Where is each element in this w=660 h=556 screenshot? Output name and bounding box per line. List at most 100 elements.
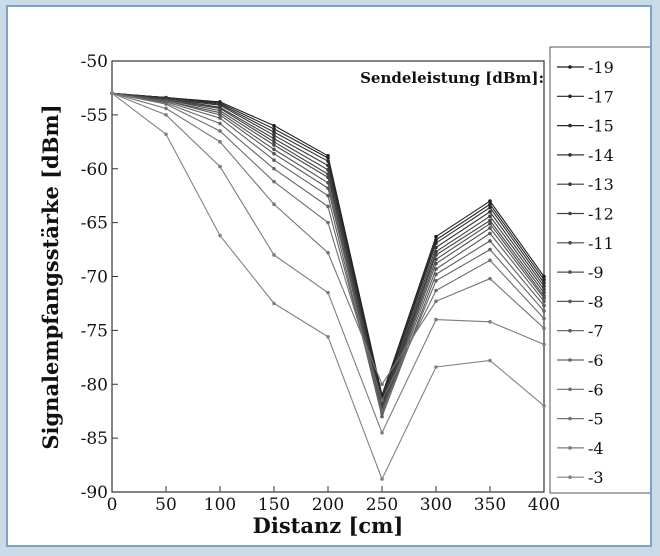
data-point [218, 140, 222, 144]
data-point [326, 193, 330, 198]
data-point [542, 309, 546, 313]
legend-label: -6 [588, 380, 604, 399]
data-point [488, 276, 492, 281]
data-point [164, 106, 168, 111]
legend-marker [568, 475, 572, 480]
x-tick-label: 350 [474, 495, 506, 515]
data-point [488, 221, 492, 226]
legend-label: -17 [588, 87, 614, 106]
x-tick-label: 200 [312, 495, 344, 515]
legend-label: -9 [588, 263, 604, 282]
legend-label: -19 [588, 58, 614, 77]
data-point [272, 151, 276, 156]
data-point [326, 175, 330, 180]
data-point [434, 234, 438, 239]
legend-marker [568, 328, 572, 333]
data-point [488, 199, 492, 203]
legend-label: -5 [588, 410, 604, 429]
data-point [434, 257, 438, 262]
data-point [488, 214, 492, 218]
legend-marker [568, 182, 572, 186]
legend-label: -14 [588, 146, 614, 165]
data-point [434, 272, 438, 277]
data-point [488, 319, 492, 324]
data-point [434, 245, 438, 250]
data-point [434, 288, 438, 293]
legend-label: -15 [588, 117, 614, 136]
data-point [434, 267, 438, 271]
data-point [542, 342, 546, 347]
data-point [272, 147, 276, 152]
x-tick-label: 400 [528, 495, 560, 515]
data-point [272, 133, 276, 138]
legend-label: -13 [588, 175, 614, 194]
data-point [272, 143, 276, 147]
data-point [272, 158, 276, 162]
data-point [488, 218, 492, 223]
x-tick-label: 300 [420, 495, 452, 515]
data-point [542, 287, 546, 292]
data-point [488, 247, 492, 252]
data-point [542, 316, 546, 321]
x-tick-label: 50 [155, 495, 177, 515]
data-point [380, 430, 384, 435]
data-point [542, 299, 546, 304]
data-point [326, 163, 330, 168]
data-point [326, 159, 330, 164]
legend-marker [568, 153, 572, 157]
x-tick-label: 0 [107, 495, 118, 515]
data-point [326, 172, 330, 176]
x-tick-label: 150 [258, 495, 290, 515]
legend-marker [568, 65, 572, 69]
data-point [218, 129, 222, 133]
data-point [272, 130, 276, 134]
legend-marker [568, 211, 572, 216]
legend-marker [568, 416, 572, 421]
data-point [542, 284, 546, 288]
data-point [326, 204, 330, 209]
legend-marker [568, 299, 572, 304]
data-point [272, 202, 276, 207]
data-point [542, 296, 546, 300]
legend-label: -6 [588, 351, 604, 370]
data-point [542, 290, 546, 295]
figure-frame: 0 50 100 150 200 250 300 350 400 -50 -55 -60 -65 -70 -… [6, 5, 652, 547]
legend-label: -8 [588, 292, 604, 311]
data-point [272, 179, 276, 184]
data-point [218, 116, 222, 120]
data-point [380, 409, 384, 413]
y-tick-label: -75 [81, 321, 108, 341]
y-tick-label: -70 [81, 268, 108, 288]
data-point [326, 220, 330, 225]
data-point [380, 398, 384, 403]
data-point [434, 253, 438, 257]
data-point [164, 132, 168, 137]
data-point [272, 253, 276, 257]
data-point [434, 365, 438, 369]
legend-label: -7 [588, 322, 604, 341]
legend-marker [568, 123, 572, 128]
legend-marker [568, 446, 572, 450]
legend-label: -11 [588, 234, 614, 253]
data-point [434, 317, 438, 322]
data-point [380, 477, 384, 481]
y-tick-label: -55 [81, 106, 108, 126]
data-point [326, 180, 330, 185]
x-axis-label: Distanz [cm] [253, 513, 404, 538]
data-point [218, 233, 222, 238]
data-point [326, 290, 330, 295]
legend-marker [568, 358, 572, 362]
data-point [542, 274, 546, 279]
line-chart: 0 50 100 150 200 250 300 350 400 -50 -55 -60 -65 -70 -… [38, 46, 650, 538]
data-point [326, 250, 330, 255]
legend-marker [568, 387, 572, 392]
data-point [326, 335, 330, 339]
data-point [488, 258, 492, 263]
data-point [326, 156, 330, 160]
data-point [542, 281, 546, 285]
data-point [434, 249, 438, 254]
data-point [272, 301, 276, 306]
data-point [434, 238, 438, 242]
y-tick-label: -65 [81, 214, 108, 234]
legend-label: -4 [588, 439, 604, 458]
